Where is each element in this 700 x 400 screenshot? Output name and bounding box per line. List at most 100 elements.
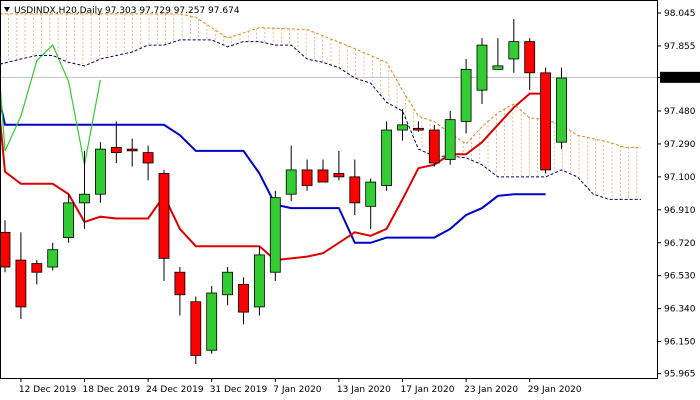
candle bbox=[333, 150, 345, 181]
y-tick-label: 97.480 bbox=[664, 107, 696, 117]
candle bbox=[47, 242, 59, 271]
bull-candle-body bbox=[285, 169, 297, 195]
bear-candle-body bbox=[126, 148, 138, 152]
candle bbox=[444, 110, 456, 165]
bear-candle-body bbox=[0, 231, 11, 268]
candle bbox=[222, 267, 234, 306]
bull-candle-body bbox=[508, 41, 520, 60]
candle bbox=[349, 159, 361, 216]
bull-candle-body bbox=[63, 202, 74, 238]
bear-candle-body bbox=[110, 146, 122, 153]
bear-candle-body bbox=[301, 169, 313, 186]
y-tick-label: 96.340 bbox=[664, 305, 696, 315]
bear-candle-body bbox=[238, 283, 249, 313]
bull-candle-body bbox=[460, 68, 472, 122]
bull-candle-body bbox=[47, 249, 59, 268]
bull-candle-body bbox=[222, 271, 234, 296]
candle bbox=[317, 159, 329, 183]
current-price-tag-text: 97.674 bbox=[664, 73, 696, 83]
x-tick-label: 17 Jan 2020 bbox=[401, 385, 455, 395]
candle bbox=[397, 109, 408, 141]
y-tick-label: 97.855 bbox=[664, 42, 696, 52]
x-tick-label: 13 Jan 2020 bbox=[337, 385, 391, 395]
bear-candle-body bbox=[190, 301, 202, 356]
candle bbox=[492, 38, 504, 70]
x-tick-label: 29 Jan 2020 bbox=[528, 385, 582, 395]
bull-candle-body bbox=[95, 148, 106, 195]
bear-candle-body bbox=[317, 169, 329, 183]
candle bbox=[126, 138, 138, 167]
bear-candle-body bbox=[349, 176, 361, 204]
bull-candle-body bbox=[492, 65, 504, 70]
candle bbox=[556, 67, 567, 150]
bear-candle-body bbox=[158, 172, 170, 259]
bear-candle-body bbox=[412, 127, 424, 131]
x-tick-label: 24 Dec 2019 bbox=[146, 385, 204, 395]
candle bbox=[524, 38, 536, 91]
candle bbox=[508, 19, 520, 73]
chart-header: USDINDX,H20,Daily 97.303 97.729 97.257 9… bbox=[4, 6, 240, 16]
candle bbox=[540, 67, 551, 174]
y-tick-label: 97.290 bbox=[664, 140, 696, 150]
bear-candle-body bbox=[174, 271, 186, 296]
bull-candle-body bbox=[397, 124, 408, 131]
y-tick-label: 96.150 bbox=[664, 338, 696, 348]
y-tick-label: 98.045 bbox=[664, 9, 696, 19]
kijun-sen-line bbox=[0, 102, 546, 244]
bull-candle-body bbox=[206, 292, 218, 351]
symbol-label: USDINDX,H20,Daily bbox=[14, 6, 103, 16]
y-tick-label: 96.720 bbox=[664, 239, 696, 249]
bull-candle-body bbox=[444, 119, 456, 160]
candle bbox=[412, 121, 424, 132]
bull-candle-body bbox=[79, 193, 90, 204]
chikou-span-line bbox=[0, 44, 101, 165]
candle bbox=[79, 150, 90, 229]
candle bbox=[110, 121, 122, 163]
candle bbox=[428, 124, 440, 167]
y-tick-label: 96.910 bbox=[664, 206, 696, 216]
bear-candle-body bbox=[31, 263, 43, 273]
candle bbox=[15, 232, 27, 320]
collapse-triangle-icon[interactable] bbox=[4, 7, 10, 12]
candle bbox=[158, 169, 170, 281]
x-tick-label: 7 Jan 2020 bbox=[273, 385, 321, 395]
candle bbox=[285, 145, 297, 202]
x-tick-label: 12 Dec 2019 bbox=[19, 385, 77, 395]
bear-candle-body bbox=[142, 152, 154, 164]
candle bbox=[174, 267, 186, 316]
plot-border bbox=[0, 0, 658, 379]
candle bbox=[63, 194, 74, 243]
bear-candle-body bbox=[540, 72, 551, 171]
candle bbox=[269, 190, 281, 281]
candle bbox=[238, 277, 249, 325]
candle bbox=[301, 159, 313, 191]
time-axis: 12 Dec 2019 18 Dec 2019 24 Dec 2019 31 Dec … bbox=[19, 378, 582, 395]
candlestick-series bbox=[0, 19, 567, 365]
x-tick-label: 18 Dec 2019 bbox=[83, 385, 141, 395]
y-tick-label: 95.965 bbox=[664, 370, 696, 380]
bear-candle-body bbox=[524, 41, 536, 74]
price-axis: 98.045 97.855 97.480 97.290 97.100 96.910 96.7… bbox=[657, 9, 696, 380]
bear-candle-body bbox=[15, 259, 27, 308]
y-tick-label: 96.530 bbox=[664, 272, 696, 282]
bull-candle-body bbox=[476, 44, 488, 91]
candle bbox=[95, 142, 106, 203]
candle bbox=[460, 58, 472, 134]
current-price-tag: 97.674 bbox=[660, 71, 700, 83]
candle bbox=[476, 38, 488, 105]
candle bbox=[381, 121, 393, 191]
bull-candle-body bbox=[269, 197, 281, 273]
bull-candle-body bbox=[381, 129, 393, 186]
bull-candle-body bbox=[365, 181, 377, 207]
x-tick-label: 31 Dec 2019 bbox=[210, 385, 268, 395]
candle bbox=[31, 260, 43, 285]
current-price-tag-bg bbox=[660, 71, 700, 83]
y-tick-label: 97.100 bbox=[664, 173, 696, 183]
bull-candle-body bbox=[556, 77, 567, 143]
bull-candle-body bbox=[253, 254, 265, 308]
x-tick-label: 23 Jan 2020 bbox=[464, 385, 518, 395]
candle bbox=[206, 286, 218, 354]
senkou-span-b-line bbox=[0, 39, 641, 200]
candle bbox=[0, 220, 11, 273]
